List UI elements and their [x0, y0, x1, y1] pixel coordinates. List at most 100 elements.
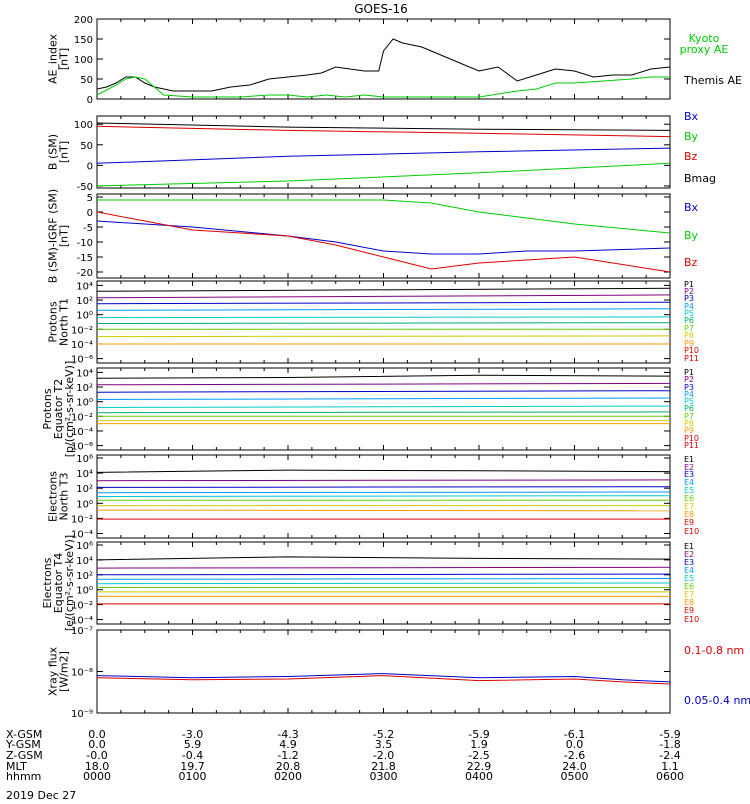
legend-label: E9: [684, 518, 694, 527]
series-line-p6: [97, 323, 670, 324]
y-tick-label: 10⁻⁹: [71, 709, 93, 720]
y-tick-label: 10⁶: [76, 454, 93, 465]
series-line-e8: [97, 510, 670, 511]
series-line-p1: [97, 375, 670, 378]
y-axis-label: [e/(cm²-s-sr-keV)]: [63, 535, 76, 631]
series-line-p3: [97, 302, 670, 304]
y-tick-label: 10⁻⁸: [71, 668, 93, 679]
y-tick-label: 50: [80, 75, 93, 86]
y-tick-label: 10⁰: [76, 311, 93, 322]
y-axis-label: [W/m2]: [58, 651, 71, 692]
x-axis-table: X-GSMY-GSMZ-GSMMLThhmm0.0-3.0-4.3-5.2-5.…: [5, 728, 684, 783]
series-line-p4: [97, 309, 670, 311]
y-tick-label: -15: [77, 253, 93, 264]
series-line-e3: [97, 574, 670, 575]
legend-label: P11: [684, 441, 699, 450]
y-tick-label: 10⁴: [76, 469, 93, 480]
series-line-0-05-0-4-nm: [97, 674, 670, 682]
legend-label: Bz: [684, 150, 698, 163]
series-line-e5: [97, 496, 670, 497]
series-line-bz: [97, 212, 670, 272]
legend-label: E9: [684, 606, 694, 615]
series-line-p2: [97, 383, 670, 384]
y-tick-label: 10⁰: [76, 398, 93, 409]
y-tick-label: 100: [74, 120, 93, 131]
x-tick-value: 0100: [179, 770, 207, 783]
legend-label: E10: [684, 527, 699, 536]
y-tick-label: 50: [80, 141, 93, 152]
series-line-e2: [97, 567, 670, 568]
series-line-bx: [97, 221, 670, 254]
y-axis-label: North T1: [58, 298, 71, 346]
y-axis-label: North T3: [58, 473, 71, 521]
x-tick-value: 0500: [561, 770, 589, 783]
series-line-e5: [97, 583, 670, 584]
series-line-bx: [97, 148, 670, 163]
panel-frame: [97, 281, 670, 363]
legend-label: 0.1-0.8 nm: [684, 644, 744, 657]
series-line-p5: [97, 406, 670, 407]
y-tick-label: 10⁴: [76, 556, 93, 567]
series-line-themis-ae: [97, 39, 670, 91]
series-line-p8: [97, 336, 670, 337]
series-line-e1: [97, 470, 670, 472]
y-tick-label: -5: [83, 223, 93, 234]
series-line-e4: [97, 492, 670, 493]
legend-label: Bx: [684, 201, 699, 214]
x-tick-value: 0300: [370, 770, 398, 783]
y-tick-label: 0: [87, 95, 93, 106]
y-tick-label: 10²: [76, 296, 93, 307]
series-line-e2: [97, 480, 670, 481]
y-tick-label: 10⁰: [76, 499, 93, 510]
y-tick-label: 10⁶: [76, 541, 93, 552]
y-tick-label: 10²: [76, 571, 93, 582]
series-line-p2: [97, 295, 670, 298]
series-line-e1: [97, 557, 670, 560]
y-tick-label: 10⁰: [76, 586, 93, 597]
y-tick-label: -50: [77, 182, 93, 193]
y-tick-label: 5: [87, 193, 93, 204]
y-tick-label: 0: [87, 208, 93, 219]
panel-frame: [97, 368, 670, 450]
legend-label: By: [684, 130, 699, 143]
legend-label: Themis AE: [683, 74, 742, 87]
y-tick-label: 10⁻²: [71, 514, 93, 525]
y-tick-label: 10⁻⁴: [71, 340, 93, 351]
series-line-p1: [97, 288, 670, 291]
legend-label: Bmag: [684, 172, 716, 185]
series-line-p5: [97, 317, 670, 318]
series-line-p3: [97, 391, 670, 393]
y-tick-label: 10⁴: [76, 368, 93, 379]
y-axis-label: [nT]: [58, 48, 71, 70]
y-tick-label: -10: [77, 238, 93, 249]
x-row-label: hhmm: [6, 770, 41, 783]
y-tick-label: 100: [74, 55, 93, 66]
legend-label: Bz: [684, 256, 698, 269]
series-line-by: [97, 163, 670, 186]
y-axis-label: [nT]: [58, 225, 71, 247]
series-line-e3: [97, 487, 670, 488]
series-line-p6: [97, 412, 670, 413]
date-label: 2019 Dec 27: [6, 789, 76, 800]
x-tick-value: 0000: [83, 770, 111, 783]
legend-label: E10: [684, 615, 699, 624]
plot-title: GOES-16: [354, 2, 408, 16]
series-line-p4: [97, 398, 670, 400]
legend-label: Bx: [684, 110, 699, 123]
y-tick-label: 10⁻²: [71, 325, 93, 336]
series-line-e4: [97, 579, 670, 580]
y-axis-label: [p/(cm²-s-sr-keV)]: [63, 361, 76, 458]
y-tick-label: 10⁴: [76, 281, 93, 292]
y-axis-label: [nT]: [58, 141, 71, 163]
x-tick-value: 0200: [274, 770, 302, 783]
